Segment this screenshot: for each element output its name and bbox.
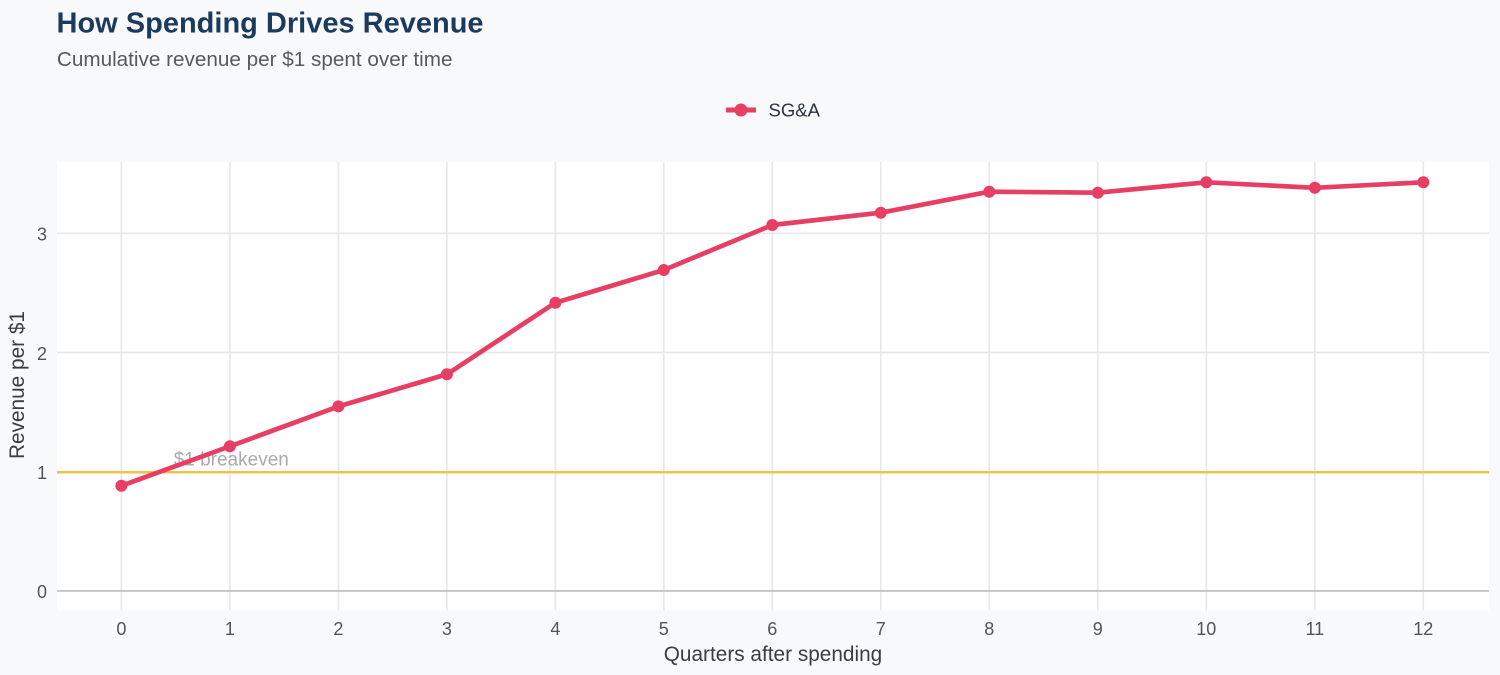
svg-text:9: 9 [1093, 619, 1103, 639]
svg-text:3: 3 [442, 619, 452, 639]
svg-text:2: 2 [333, 619, 343, 639]
svg-text:8: 8 [984, 619, 994, 639]
svg-text:0: 0 [116, 619, 126, 639]
svg-text:5: 5 [659, 619, 669, 639]
svg-text:6: 6 [767, 619, 777, 639]
svg-text:12: 12 [1413, 619, 1433, 639]
svg-text:4: 4 [550, 619, 560, 639]
svg-text:How Spending Drives Revenue: How Spending Drives Revenue [57, 7, 484, 39]
svg-text:3: 3 [37, 225, 47, 245]
svg-text:SG&A: SG&A [769, 99, 821, 120]
svg-text:7: 7 [876, 619, 886, 639]
svg-text:1: 1 [225, 619, 235, 639]
svg-text:0: 0 [37, 582, 47, 602]
svg-text:10: 10 [1196, 619, 1216, 639]
svg-text:Cumulative revenue per $1 spen: Cumulative revenue per $1 spent over tim… [57, 48, 453, 71]
svg-text:1: 1 [37, 463, 47, 483]
svg-text:Revenue per $1: Revenue per $1 [6, 311, 29, 459]
svg-text:11: 11 [1305, 619, 1324, 639]
svg-text:Quarters after spending: Quarters after spending [664, 643, 883, 666]
svg-text:2: 2 [37, 344, 47, 364]
